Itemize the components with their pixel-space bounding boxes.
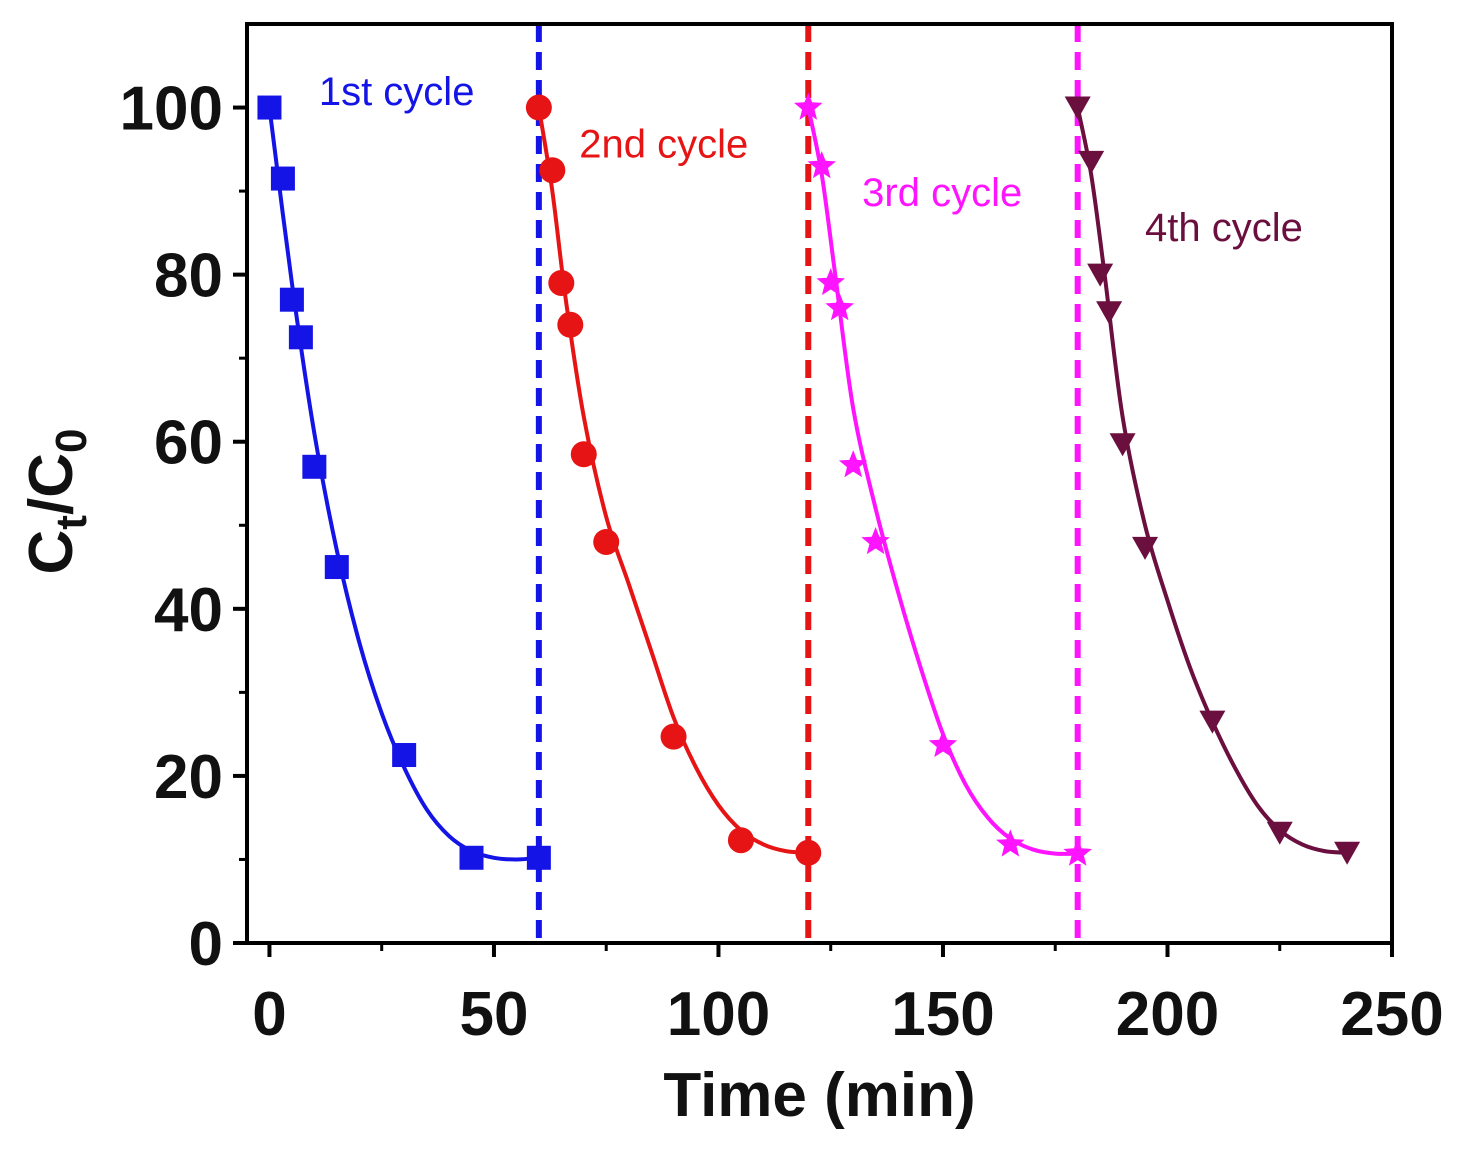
fit-curve-cycle-2 — [536, 107, 809, 855]
marker-cycle-3-point-3 — [816, 268, 845, 296]
y-axis-title-sep: /C — [17, 453, 86, 515]
cycle-labels: 1st cycle 2nd cycle 3rd cycle 4th cycle — [319, 70, 1303, 250]
cycle-label-3: 3rd cycle — [862, 171, 1022, 215]
x-tick-label-150: 150 — [891, 980, 994, 1049]
data-markers — [257, 92, 1361, 870]
y-axis-title-sub-t: t — [47, 515, 96, 530]
marker-cycle-4-point-1 — [1064, 96, 1091, 120]
marker-cycle-2-point-9 — [795, 839, 822, 866]
marker-cycle-4-point-5 — [1109, 433, 1136, 457]
y-tick-label-40: 40 — [154, 576, 223, 645]
marker-cycle-4-point-3 — [1087, 263, 1114, 287]
x-tick-label-200: 200 — [1116, 980, 1219, 1049]
x-tick-label-50: 50 — [459, 980, 528, 1049]
marker-cycle-3-point-5 — [838, 450, 868, 478]
x-tick-label-250: 250 — [1340, 980, 1443, 1049]
marker-cycle-3-point-2 — [807, 151, 836, 179]
y-tick-label-20: 20 — [154, 743, 223, 812]
x-tick-label-100: 100 — [667, 980, 770, 1049]
marker-cycle-3-point-9 — [1063, 838, 1092, 866]
marker-cycle-2-point-7 — [660, 723, 687, 750]
marker-cycle-4-point-6 — [1132, 536, 1159, 560]
y-tick-label-0: 0 — [189, 910, 223, 979]
y-tick-label-60: 60 — [154, 409, 223, 478]
marker-cycle-1-point-8 — [459, 845, 484, 870]
fit-curve-cycle-3 — [806, 107, 1078, 856]
marker-cycle-3-point-6 — [861, 527, 890, 555]
y-axis-title-main: C — [17, 530, 86, 575]
marker-cycle-3-point-8 — [996, 829, 1025, 857]
marker-cycle-2-point-3 — [548, 269, 575, 296]
cycle-label-1: 1st cycle — [319, 70, 475, 114]
cycle-divider-lines — [535, 24, 1081, 943]
cycle-label-4: 4th cycle — [1145, 206, 1303, 250]
marker-cycle-4-point-9 — [1334, 841, 1361, 865]
marker-cycle-4-point-8 — [1266, 821, 1293, 845]
marker-cycle-2-point-4 — [557, 311, 584, 338]
marker-cycle-2-point-2 — [539, 157, 566, 184]
marker-cycle-4-point-4 — [1096, 301, 1123, 325]
y-axis-ticks: 0 20 40 60 80 100 — [120, 75, 247, 979]
x-tick-label-0: 0 — [252, 980, 286, 1049]
marker-cycle-3-point-4 — [825, 293, 854, 321]
plot-frame — [245, 22, 1394, 945]
marker-cycle-2-point-8 — [727, 827, 754, 854]
y-tick-label-100: 100 — [120, 75, 223, 144]
marker-cycle-1-point-9 — [526, 845, 551, 870]
y-axis-title-sub-0: 0 — [47, 429, 96, 453]
marker-cycle-2-point-6 — [593, 528, 620, 555]
marker-cycle-2-point-5 — [570, 441, 597, 468]
x-axis-title: Time (min) — [663, 1061, 975, 1130]
marker-cycle-1-point-5 — [302, 454, 327, 479]
x-axis-ticks: 0 50 100 150 200 250 — [252, 943, 1444, 1049]
marker-cycle-1-point-1 — [257, 95, 282, 120]
marker-cycle-4-point-2 — [1078, 150, 1105, 174]
marker-cycle-3-point-7 — [928, 730, 958, 758]
marker-cycle-2-point-1 — [525, 94, 552, 121]
marker-cycle-1-point-3 — [279, 287, 304, 312]
marker-cycle-1-point-7 — [392, 743, 417, 768]
fit-curve-cycle-1 — [267, 107, 540, 862]
marker-cycle-1-point-4 — [288, 325, 313, 350]
y-tick-label-80: 80 — [154, 242, 223, 311]
cycle-label-2: 2nd cycle — [579, 123, 748, 167]
marker-cycle-1-point-6 — [324, 555, 349, 580]
marker-cycle-4-point-7 — [1199, 710, 1226, 734]
marker-cycle-3-point-1 — [794, 92, 823, 120]
y-axis-title: Ct/C0 — [17, 429, 96, 575]
marker-cycle-1-point-2 — [270, 166, 295, 191]
